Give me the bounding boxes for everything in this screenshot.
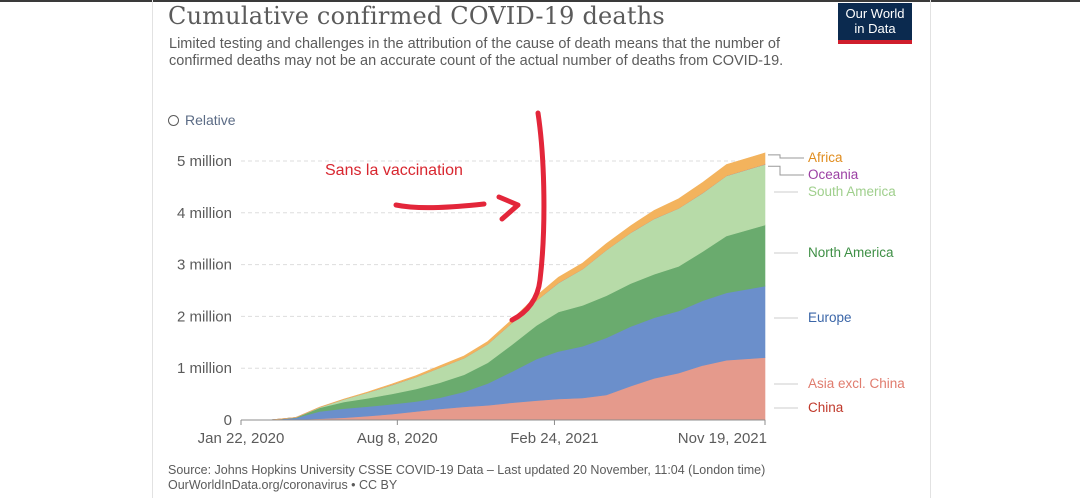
legend: China Asia excl. China Europe North America… <box>768 150 905 415</box>
frame-right-border <box>930 0 931 498</box>
legend-label-europe: Europe <box>808 310 852 325</box>
legend-connector-oceania <box>768 165 804 176</box>
area-africa <box>240 152 766 421</box>
radio-icon[interactable] <box>168 114 179 126</box>
x-tick-label: Feb 24, 2021 <box>510 430 598 447</box>
legend-label-oceania: Oceania <box>808 167 859 182</box>
y-tick-label: 4 million <box>177 205 232 222</box>
y-tick-label: 5 million <box>177 153 232 170</box>
source-note: Source: Johns Hopkins University CSSE CO… <box>168 463 766 477</box>
stacked-areas <box>240 152 766 421</box>
frame-left-border <box>152 0 153 498</box>
legend-label-asia-excl-china: Asia excl. China <box>808 376 905 391</box>
annotation-text: Sans la vaccination <box>325 162 463 179</box>
annotation-arrow-stroke <box>393 201 487 211</box>
y-tick-label: 1 million <box>177 360 232 377</box>
annotation-arrow-head <box>496 194 521 222</box>
y-tick-label: 2 million <box>177 308 232 325</box>
chart-title: Cumulative confirmed COVID-19 deaths <box>168 2 665 30</box>
legend-label-china: China <box>808 400 844 415</box>
relative-label: Relative <box>185 112 236 128</box>
x-tick-label: Jan 22, 2020 <box>198 430 285 447</box>
chart-subtitle: Limited testing and challenges in the at… <box>169 36 784 69</box>
owid-logo[interactable]: Our World in Data <box>838 3 912 44</box>
chart-footer: Source: Johns Hopkins University CSSE CO… <box>168 463 765 493</box>
legend-label-south-america: South America <box>808 184 896 199</box>
logo-line-2: in Data <box>854 21 896 36</box>
x-tick-label: Nov 19, 2021 <box>678 430 767 447</box>
logo-accent-bar <box>838 40 912 44</box>
relative-toggle[interactable]: Relative <box>168 112 236 128</box>
logo-line-1: Our World <box>845 6 905 21</box>
hand-annotation: Sans la vaccination <box>325 110 547 323</box>
y-tick-label: 3 million <box>177 257 232 274</box>
annotation-vertical-line <box>509 110 547 323</box>
credit-link[interactable]: OurWorldInData.org/coronavirus • CC BY <box>168 478 398 492</box>
legend-connector-africa <box>768 154 804 159</box>
legend-label-north-america: North America <box>808 245 894 260</box>
top-rule <box>0 0 1080 2</box>
axes: 0 1 million 2 million 3 million 4 million 5 m… <box>177 153 767 447</box>
legend-label-africa: Africa <box>808 150 843 165</box>
x-tick-label: Aug 8, 2020 <box>357 430 438 447</box>
y-tick-label: 0 <box>224 412 232 429</box>
